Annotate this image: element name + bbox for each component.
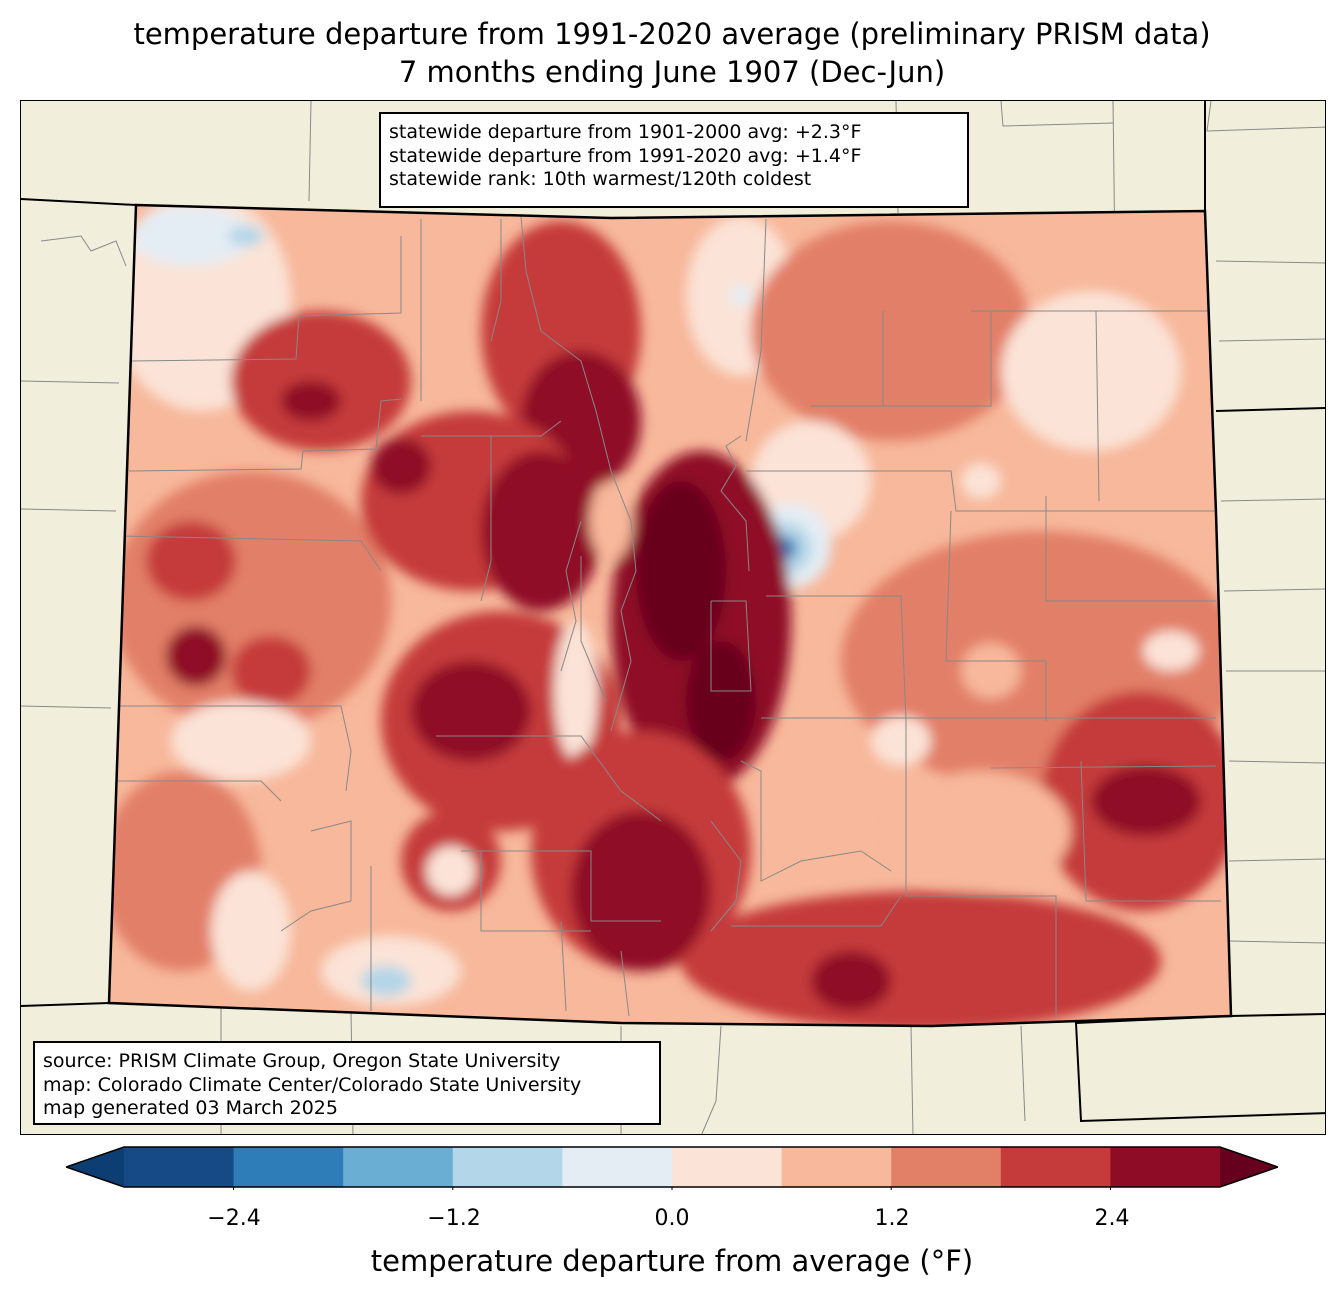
county-lines bbox=[114, 215, 1221, 1017]
colorbar-segment bbox=[672, 1147, 783, 1187]
colorbar bbox=[66, 1146, 1278, 1190]
colorbar-segment bbox=[1110, 1147, 1221, 1187]
stats-1991-2020: statewide departure from 1991-2020 avg: … bbox=[389, 144, 862, 167]
colorbar-segment bbox=[1000, 1147, 1111, 1187]
colorbar-extend-high bbox=[1220, 1147, 1278, 1187]
source-map: map: Colorado Climate Center/Colorado St… bbox=[43, 1073, 582, 1096]
colorbar-segment bbox=[781, 1147, 892, 1187]
map-subtitle: 7 months ending June 1907 (Dec-Jun) bbox=[398, 55, 946, 89]
source-box: source: PRISM Climate Group, Oregon Stat… bbox=[33, 1041, 661, 1125]
colorado-map: statewide departure from 1901-2000 avg: … bbox=[20, 100, 1326, 1135]
colorbar-tick: 2.4 bbox=[1094, 1206, 1130, 1231]
colorbar-outline bbox=[66, 1146, 1278, 1188]
map-title: temperature departure from 1991-2020 ave… bbox=[133, 17, 1211, 51]
colorbar-extend-low bbox=[66, 1147, 124, 1187]
colorbar-label: temperature departure from average (°F) bbox=[370, 1244, 974, 1278]
colorbar-segment bbox=[562, 1147, 673, 1187]
statewide-stats-box: statewide departure from 1901-2000 avg: … bbox=[379, 112, 969, 208]
colorbar-tick: −2.4 bbox=[207, 1206, 261, 1231]
temperature-field bbox=[109, 205, 1231, 1026]
map-graphic bbox=[21, 101, 1325, 1134]
colorbar-segment bbox=[233, 1147, 344, 1187]
colorbar-tick: −1.2 bbox=[427, 1206, 481, 1231]
colorbar-segment bbox=[124, 1147, 235, 1187]
colorado-border bbox=[107, 203, 1233, 1028]
source-generated: map generated 03 March 2025 bbox=[43, 1097, 338, 1119]
colorbar-tick: 0.0 bbox=[654, 1206, 690, 1231]
colorbar-segment bbox=[891, 1147, 1002, 1187]
stats-1901-2000: statewide departure from 1901-2000 avg: … bbox=[389, 121, 862, 143]
colorbar-tick: 1.2 bbox=[874, 1206, 910, 1231]
source-prism: source: PRISM Climate Group, Oregon Stat… bbox=[43, 1050, 561, 1072]
colorbar-segment bbox=[343, 1147, 454, 1187]
stats-rank: statewide rank: 10th warmest/120th colde… bbox=[389, 168, 812, 190]
colorbar-segment bbox=[452, 1147, 563, 1187]
